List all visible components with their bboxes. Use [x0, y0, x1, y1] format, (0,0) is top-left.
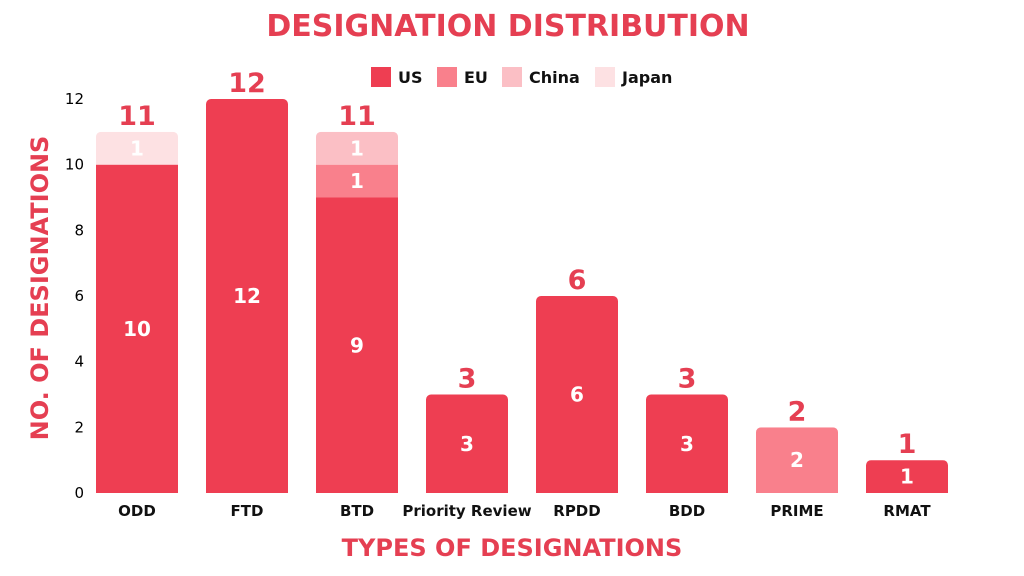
x-category-label: Priority Review: [402, 502, 531, 520]
y-axis-ticks: 0 2 4 6 8 10 12: [65, 90, 84, 502]
bar-segment-us: [206, 99, 288, 493]
bar-segment-us: [426, 394, 508, 493]
segment-value-label: 1: [130, 136, 144, 160]
total-value-label: 3: [458, 364, 477, 395]
bar-segment-us: [536, 296, 618, 493]
x-category-label: FTD: [231, 502, 264, 520]
total-value-label: 11: [338, 101, 376, 132]
bar-group: 33: [646, 364, 728, 493]
chart-title: DESIGNATION DISTRIBUTION: [266, 9, 749, 44]
legend-label: Japan: [621, 68, 672, 87]
y-tick-label: 10: [65, 156, 84, 174]
legend: US EU China Japan: [371, 67, 672, 87]
segment-value-label: 10: [123, 317, 151, 341]
total-value-label: 12: [228, 68, 266, 99]
y-tick-label: 12: [65, 90, 84, 108]
bar-segment-eu: [316, 164, 398, 198]
y-tick-label: 8: [74, 221, 84, 239]
bar-group: 22: [756, 396, 838, 493]
segment-value-label: 9: [350, 333, 364, 357]
segment-value-label: 3: [680, 432, 694, 456]
segment-value-label: 1: [350, 136, 364, 160]
x-category-label: RPDD: [553, 502, 600, 520]
legend-label: EU: [464, 68, 488, 87]
legend-swatch-china: [502, 67, 522, 87]
bar-segment-us: [646, 394, 728, 493]
total-value-label: 1: [898, 429, 917, 460]
legend-swatch-japan: [595, 67, 615, 87]
bar-group: 12 12: [206, 68, 288, 493]
bar-segment-china: [316, 131, 398, 165]
bar-group: 11: [866, 429, 948, 493]
total-value-label: 6: [568, 265, 587, 296]
x-category-label: BDD: [669, 502, 705, 520]
bar-group: 66: [536, 265, 618, 493]
bar-segment-japan: [96, 131, 178, 165]
segment-value-label: 2: [790, 448, 804, 472]
x-category-label: BTD: [340, 502, 374, 520]
segment-value-label: 12: [233, 284, 261, 308]
legend-swatch-us: [371, 67, 391, 87]
x-category-label: PRIME: [770, 502, 823, 520]
segment-value-label: 1: [900, 465, 914, 489]
bar-segment-eu: [756, 427, 838, 493]
total-value-label: 2: [788, 396, 807, 427]
x-category-label: RMAT: [883, 502, 931, 520]
segment-value-label: 3: [460, 432, 474, 456]
y-tick-label: 4: [74, 353, 84, 371]
x-axis-categories: ODD FTD BTD Priority Review RPDD BDD PRIME RMAT: [118, 502, 931, 520]
x-category-label: ODD: [118, 502, 156, 520]
segment-value-label: 6: [570, 383, 584, 407]
total-value-label: 3: [678, 364, 697, 395]
y-tick-label: 2: [74, 418, 84, 436]
total-value-label: 11: [118, 101, 156, 132]
legend-label: China: [529, 68, 580, 87]
y-axis-title: NO. OF DESIGNATIONS: [26, 136, 54, 441]
y-tick-label: 0: [74, 484, 84, 502]
y-tick-label: 6: [74, 287, 84, 305]
legend-label: US: [398, 68, 423, 87]
x-axis-title: TYPES OF DESIGNATIONS: [342, 534, 683, 562]
bar-group: 33: [426, 364, 508, 493]
segment-value-label: 1: [350, 169, 364, 193]
bar-segment-us: [316, 197, 398, 493]
bar-segment-us: [866, 460, 948, 493]
bar-segment-us: [96, 164, 178, 493]
legend-swatch-eu: [437, 67, 457, 87]
